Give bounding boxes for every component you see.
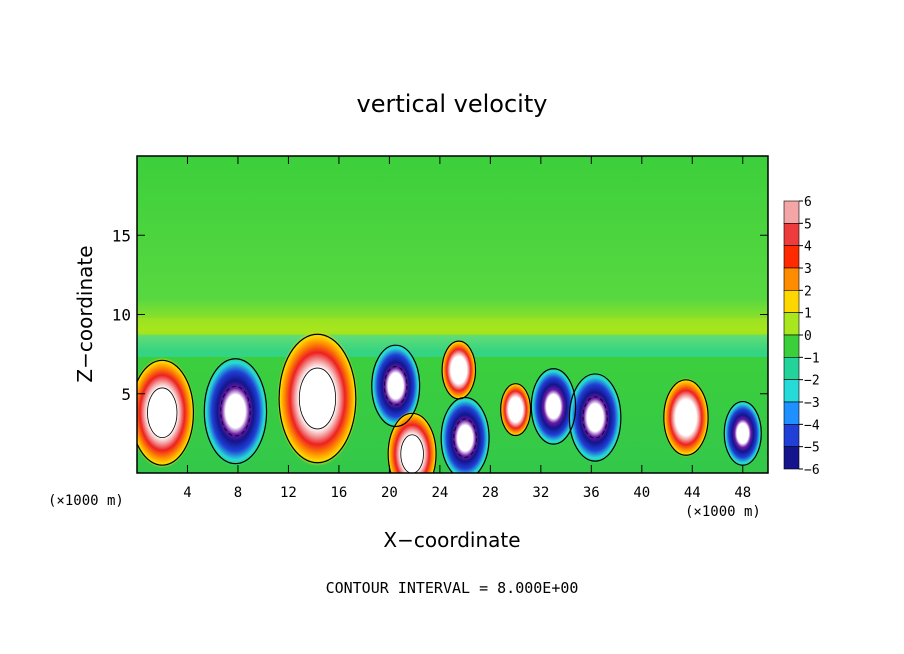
downdraft-cell — [202, 355, 269, 467]
y-axis: 5 10 15 — [112, 226, 768, 404]
x-tick-label: 44 — [684, 485, 701, 501]
colorbar-swatch — [783, 357, 800, 380]
x-tick-label: 36 — [583, 485, 600, 501]
colorbar-label: −5 — [804, 441, 820, 456]
downdraft-cell — [723, 399, 763, 467]
interval-contour — [298, 367, 337, 430]
updraft-cell — [499, 382, 532, 437]
interval-contour — [147, 387, 178, 439]
x-tick-label: 12 — [280, 485, 297, 501]
zero-contour — [137, 359, 194, 466]
x-tick-label: 20 — [381, 485, 398, 501]
downdraft-cell — [530, 366, 577, 447]
colorbar-label: 3 — [804, 262, 812, 277]
x-tick-label: 32 — [532, 485, 549, 501]
zero-contour — [530, 368, 577, 445]
x-tick-label: 24 — [431, 485, 448, 501]
x-tick-label: 28 — [482, 485, 499, 501]
feature-layer — [137, 330, 763, 473]
colorbar-swatch — [783, 223, 800, 246]
x-tick-label: 16 — [330, 485, 347, 501]
y-tick-label: 15 — [112, 226, 131, 245]
interval-contour — [220, 385, 251, 437]
colorbar-swatch — [783, 446, 800, 470]
colorbar-label: 5 — [804, 217, 812, 232]
colorbar-swatch — [783, 424, 800, 447]
colorbar-swatch — [783, 200, 800, 224]
colorbar-swatch — [783, 245, 800, 269]
updraft-cell — [662, 377, 710, 458]
colorbar-label: 4 — [804, 240, 812, 255]
updraft-cell — [441, 339, 477, 401]
interval-contour — [383, 366, 408, 406]
colorbar-swatch — [783, 401, 800, 425]
chart-title: vertical velocity — [357, 90, 548, 118]
interval-contour — [453, 418, 477, 458]
x-tick-label: 4 — [183, 485, 191, 501]
field-yellow-band — [137, 318, 768, 334]
colorbar-label: −1 — [804, 351, 820, 366]
zero-contour — [500, 383, 532, 437]
colorbar-label: −4 — [804, 418, 820, 433]
plot-area — [137, 156, 768, 473]
colorbar-label: 6 — [804, 195, 812, 210]
contour-interval-footer: CONTOUR INTERVAL = 8.000E+00 — [326, 579, 579, 597]
colorbar-swatch — [783, 334, 800, 358]
x-axis-label: X−coordinate — [383, 528, 520, 552]
colorbar-label: 2 — [804, 284, 812, 299]
y-tick-label: 5 — [121, 385, 131, 404]
downdraft-cell — [370, 343, 421, 429]
x-unit-left: (×1000 m) — [48, 493, 124, 509]
updraft-cell — [137, 357, 196, 468]
colorbar-label: −3 — [804, 396, 820, 411]
zero-contour — [278, 333, 357, 464]
colorbar-swatch — [783, 290, 800, 313]
y-tick-label: 10 — [112, 306, 131, 325]
updraft-cell — [386, 411, 438, 473]
colorbar: 6 5 4 3 2 1 0 −1 −2 −3 −4 −5 −6 — [783, 195, 820, 478]
x-tick-label: 48 — [734, 485, 751, 501]
zero-contour — [568, 373, 622, 462]
x-tick-label: 8 — [234, 485, 242, 501]
y-axis-label: Z−coordinate — [73, 245, 97, 382]
colorbar-label: 0 — [804, 329, 812, 344]
contour-layer — [137, 333, 762, 473]
updraft-cell — [277, 330, 358, 467]
interval-contour — [582, 396, 608, 439]
x-axis: 4 8 12 16 20 24 28 32 36 40 44 48 — [183, 156, 751, 501]
zero-contour — [441, 340, 477, 400]
colorbar-label: −2 — [804, 374, 820, 389]
colorbar-swatch — [783, 267, 800, 291]
x-unit-right: (×1000 m) — [685, 504, 761, 520]
colorbar-label: 1 — [804, 307, 812, 322]
zero-contour — [663, 379, 709, 456]
downdraft-cell — [439, 395, 491, 473]
downdraft-cell — [568, 371, 623, 464]
zero-contour — [203, 358, 268, 465]
zero-contour — [387, 412, 437, 473]
interval-contour — [400, 434, 424, 473]
colorbar-swatch — [783, 379, 800, 403]
colorbar-label: −6 — [804, 463, 820, 478]
zero-contour — [371, 344, 421, 428]
colorbar-swatch — [783, 312, 800, 336]
x-tick-label: 40 — [633, 485, 650, 501]
